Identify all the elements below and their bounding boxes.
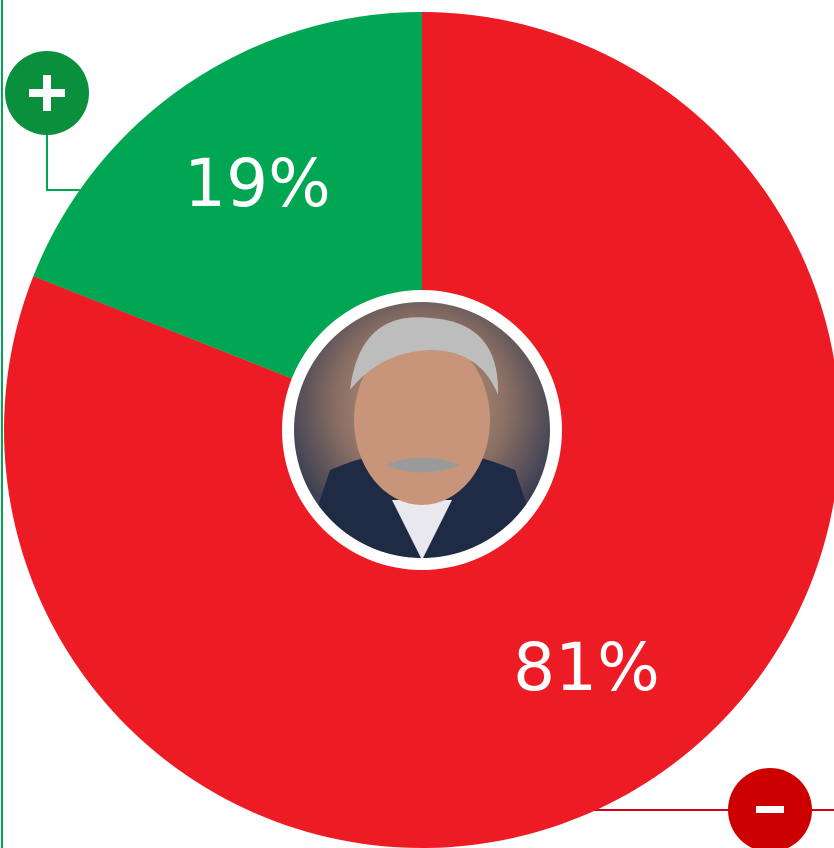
photo-image [294, 302, 550, 558]
green-connector [46, 120, 80, 191]
value-label: 19% [184, 145, 331, 222]
minus-badge [728, 768, 812, 848]
plus-badge [5, 51, 89, 135]
labels: 81% 19% [184, 145, 660, 706]
photo [282, 290, 562, 570]
value-label: 81% [513, 629, 660, 706]
pie-slice [33, 12, 423, 430]
